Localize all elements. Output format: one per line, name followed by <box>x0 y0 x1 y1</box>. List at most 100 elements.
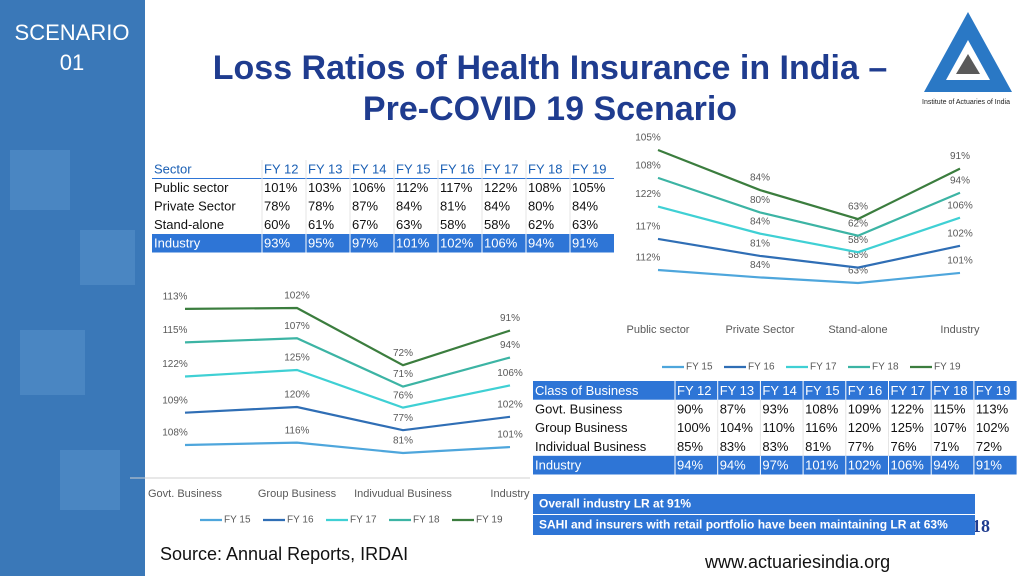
data-label: 101% <box>947 256 973 267</box>
table-header-cell: FY 14 <box>352 162 386 177</box>
table-header-cell: FY 16 <box>848 383 882 398</box>
table-cell: 108% <box>805 401 839 416</box>
data-label: 94% <box>500 340 520 351</box>
table-row-bg <box>533 381 1017 400</box>
data-label: 84% <box>750 216 770 227</box>
data-label: 76% <box>393 390 413 401</box>
data-label: 105% <box>635 133 661 144</box>
table-cell: 102% <box>848 458 882 473</box>
data-label: 102% <box>284 291 310 302</box>
table-cell: 93% <box>762 401 788 416</box>
table-cell: 93% <box>264 236 290 251</box>
data-label: 84% <box>750 173 770 184</box>
table-header-cell: FY 15 <box>396 162 430 177</box>
callout-text: Overall industry LR at 91% <box>539 497 691 511</box>
x-tick-label: Private Sector <box>725 324 794 336</box>
table-cell: 122% <box>891 401 925 416</box>
legend-label: FY 19 <box>476 515 503 526</box>
table-header-cell: FY 15 <box>805 383 839 398</box>
x-tick-label: Industry <box>940 324 980 336</box>
data-label: 112% <box>636 253 661 264</box>
table-cell: 84% <box>484 199 510 214</box>
table-cell: 60% <box>264 217 290 232</box>
data-label: 63% <box>848 202 868 213</box>
table-cell: 63% <box>396 217 422 232</box>
data-label: 81% <box>750 239 770 250</box>
table-header-cell: FY 18 <box>528 162 562 177</box>
x-tick-label: Stand-alone <box>828 324 887 336</box>
data-label: 106% <box>497 368 523 379</box>
table-cell: 94% <box>677 458 703 473</box>
table-cell: Govt. Business <box>535 401 623 416</box>
table-cell: 95% <box>308 236 334 251</box>
table-cell: 90% <box>677 401 703 416</box>
data-label: 102% <box>947 228 973 239</box>
table-cell: 84% <box>572 199 598 214</box>
table-cell: 80% <box>528 199 554 214</box>
legend-label: FY 17 <box>810 362 837 373</box>
legend-label: FY 19 <box>934 362 961 373</box>
x-tick-label: Group Business <box>258 488 337 500</box>
table-cell: 106% <box>484 236 518 251</box>
table-cell: 76% <box>891 439 917 454</box>
data-label: 94% <box>950 175 970 186</box>
series-line <box>184 368 511 409</box>
title: Pre-COVID 19 Scenario <box>363 90 737 128</box>
series-line <box>657 176 961 237</box>
table-cell: 62% <box>528 217 554 232</box>
legend-label: FY 18 <box>872 362 899 373</box>
table-cell: Industry <box>154 236 201 251</box>
x-tick-label: Industry <box>490 488 530 500</box>
table-cell: 101% <box>396 236 430 251</box>
data-label: 80% <box>750 195 770 206</box>
table-cell: Stand-alone <box>154 217 224 232</box>
data-label: 81% <box>393 436 413 447</box>
table-cell: 85% <box>677 439 703 454</box>
logo-core <box>956 54 980 74</box>
data-label: 77% <box>393 413 413 424</box>
table-cell: 106% <box>891 458 925 473</box>
table-cell: 125% <box>891 420 925 435</box>
data-label: 91% <box>500 313 520 324</box>
data-label: 63% <box>848 266 868 277</box>
series-line <box>657 205 961 254</box>
table-cell: 67% <box>352 217 378 232</box>
table-cell: 113% <box>976 401 1009 416</box>
table-header-cell: FY 17 <box>891 383 925 398</box>
table-cell: 112% <box>396 180 429 195</box>
table-cell: Industry <box>535 458 582 473</box>
x-tick-label: Public sector <box>627 324 690 336</box>
website: www.actuariesindia.org <box>704 552 890 572</box>
table-cell: Individual Business <box>535 439 647 454</box>
legend-label: FY 18 <box>413 515 440 526</box>
data-label: 122% <box>162 359 188 370</box>
table-cell: 72% <box>976 439 1002 454</box>
legend-label: FY 15 <box>224 515 251 526</box>
series-line <box>657 237 961 269</box>
legend-label: FY 16 <box>748 362 775 373</box>
table-header-cell: FY 12 <box>264 162 298 177</box>
callout-text: SAHI and insurers with retail portfolio … <box>539 518 948 532</box>
table-cell: 103% <box>308 180 342 195</box>
data-label: 101% <box>497 430 523 441</box>
table-cell: 97% <box>762 458 788 473</box>
sidebar-tile <box>10 150 70 210</box>
table-cell: 83% <box>762 439 788 454</box>
data-label: 102% <box>497 399 523 410</box>
table-cell: 106% <box>352 180 386 195</box>
table-header-cell: FY 12 <box>677 383 711 398</box>
table-cell: 110% <box>762 420 795 435</box>
table-header-cell: FY 13 <box>308 162 342 177</box>
series-line <box>184 306 511 367</box>
table-header-cell: FY 13 <box>720 383 754 398</box>
data-label: 113% <box>163 292 188 303</box>
table-cell: 83% <box>720 439 746 454</box>
data-label: 116% <box>285 425 310 436</box>
data-label: 125% <box>284 353 310 364</box>
table-cell: 117% <box>440 180 473 195</box>
table-cell: 101% <box>805 458 839 473</box>
table-cell: 100% <box>677 420 711 435</box>
title: Loss Ratios of Health Insurance in India… <box>213 49 887 87</box>
data-label: 109% <box>162 395 188 406</box>
